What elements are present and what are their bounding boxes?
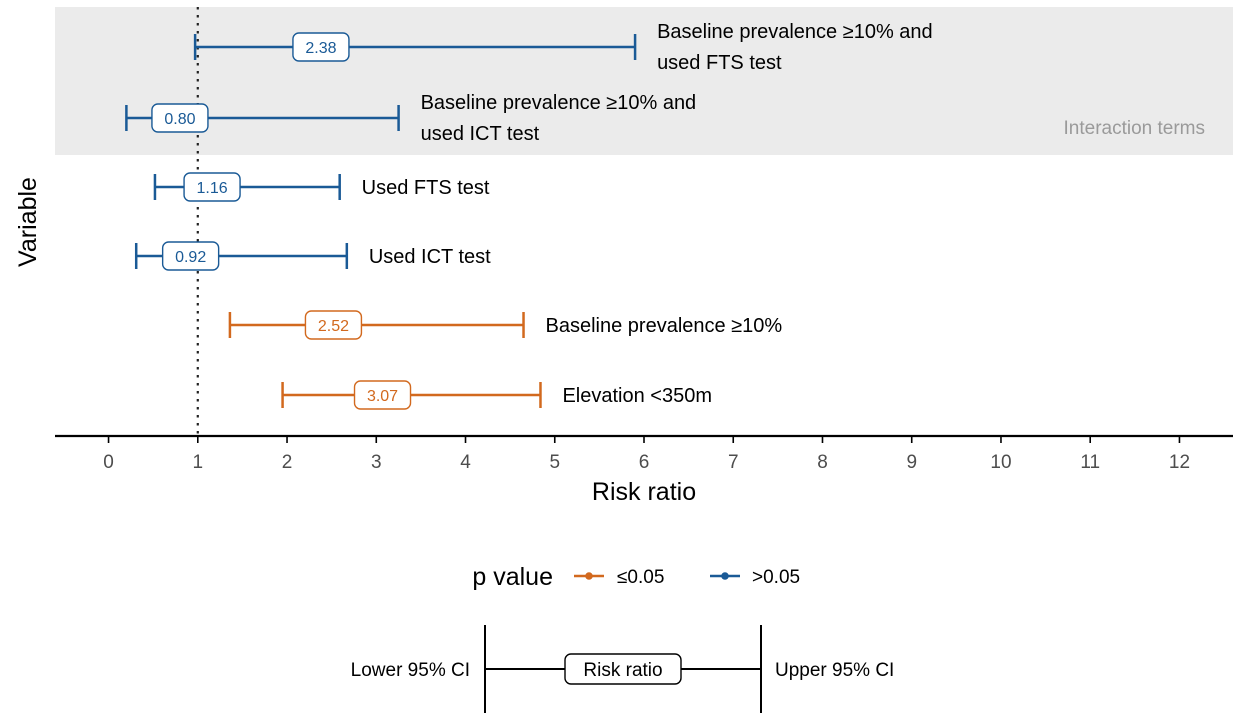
estimate-row: 1.16 Used FTS test (153, 172, 490, 202)
estimate-label: 3.07 (367, 388, 398, 405)
x-tick-label: 7 (728, 452, 739, 473)
x-tick-label: 11 (1080, 452, 1100, 473)
ci-key: Risk ratio Lower 95% CI Upper 95% CI (351, 625, 894, 713)
x-tick-label: 5 (549, 452, 560, 473)
x-tick-label: 3 (371, 452, 382, 473)
x-tick-label: 12 (1169, 452, 1190, 473)
legend: p value ≤0.05 >0.05 (472, 563, 800, 591)
estimate-label: 1.16 (196, 180, 227, 197)
legend-title: p value (472, 563, 553, 591)
variable-label: Baseline prevalence ≥10% and (421, 92, 697, 114)
x-tick-label: 0 (103, 452, 114, 473)
key-lower-label: Lower 95% CI (351, 660, 470, 681)
estimate-label-box (292, 32, 350, 62)
estimate-label: 2.52 (318, 318, 349, 335)
variable-label: Used ICT test (369, 246, 491, 268)
key-center-label: Risk ratio (583, 660, 662, 681)
estimate-row: 2.38 Baseline prevalence ≥10% and used FTS… (193, 21, 933, 74)
estimate-label: 0.92 (175, 249, 206, 266)
variable-label: Baseline prevalence ≥10% (546, 315, 783, 337)
estimate-rows: 2.38 Baseline prevalence ≥10% and used FTS… (125, 21, 933, 410)
key-center-box (564, 653, 682, 685)
y-axis-title: Variable (14, 177, 42, 267)
variable-label: Used FTS test (362, 177, 490, 199)
x-axis-title: Risk ratio (592, 478, 696, 506)
variable-label: Elevation <350m (562, 385, 712, 407)
legend-label-sig: ≤0.05 (617, 567, 664, 588)
interaction-terms-band (55, 7, 1233, 155)
estimate-label: 2.38 (305, 40, 336, 57)
band-label: Interaction terms (1064, 118, 1206, 139)
estimate-label-box (304, 310, 363, 340)
estimate-row: 0.80 Baseline prevalence ≥10% and used ICT… (125, 92, 697, 145)
estimate-row: 0.92 Used ICT test (134, 241, 491, 271)
estimate-label-box (183, 172, 241, 202)
x-tick-label: 4 (460, 452, 471, 473)
x-tick-label: 10 (990, 452, 1011, 473)
legend-item-nonsig: >0.05 (710, 567, 800, 588)
estimate-label-box (161, 241, 220, 271)
estimate-row: 2.52 Baseline prevalence ≥10% (228, 310, 783, 340)
x-tick-label: 1 (192, 452, 203, 473)
legend-item-sig: ≤0.05 (574, 567, 664, 588)
x-tick-label: 8 (817, 452, 828, 473)
legend-dot-sig (585, 572, 593, 580)
x-axis-ticks: 0 1 2 3 4 5 6 7 8 9 10 11 12 (103, 436, 1190, 473)
legend-dot-nonsig (721, 572, 729, 580)
estimate-label-box (151, 103, 209, 133)
estimate-label-box (353, 380, 412, 410)
estimate-label: 0.80 (164, 111, 195, 128)
x-tick-label: 6 (639, 452, 650, 473)
estimate-row: 3.07 Elevation <350m (281, 380, 712, 410)
legend-label-nonsig: >0.05 (752, 567, 800, 588)
x-tick-label: 2 (282, 452, 293, 473)
key-upper-label: Upper 95% CI (775, 660, 894, 681)
variable-label: used FTS test (657, 52, 782, 74)
variable-label: Baseline prevalence ≥10% and (657, 21, 933, 43)
variable-label: used ICT test (421, 123, 540, 145)
x-tick-label: 9 (906, 452, 917, 473)
